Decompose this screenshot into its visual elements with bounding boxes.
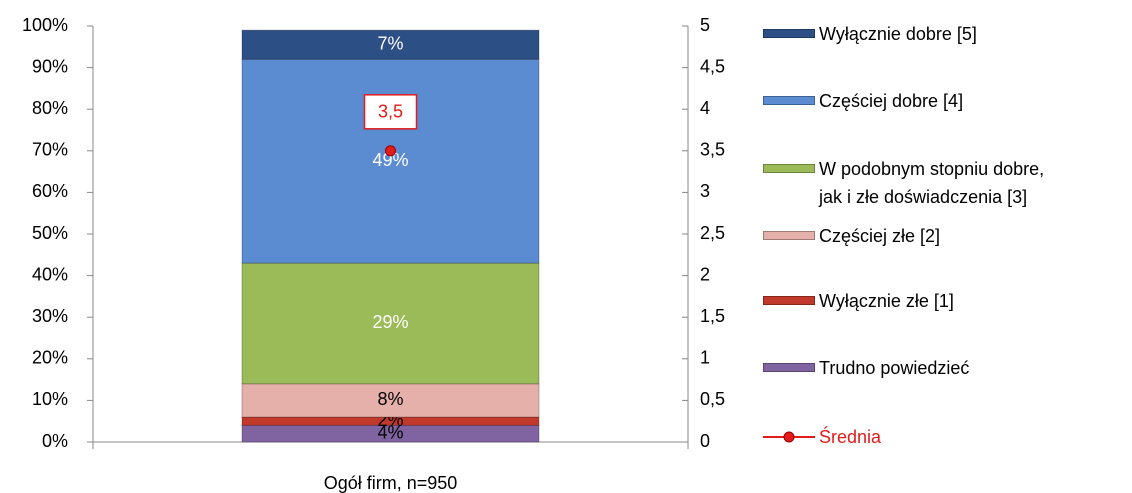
x-tick-label: Ogół firm, n=950 <box>324 473 458 493</box>
y-tick-label: 80% <box>32 98 68 118</box>
legend-swatch <box>763 431 815 443</box>
legend-item: Wyłącznie dobre [5] <box>763 20 977 48</box>
legend-label: W podobnym stopniu dobre, jak i złe dośw… <box>819 159 1045 207</box>
y-tick-label: 0% <box>42 431 68 451</box>
y-tick-label: 20% <box>32 348 68 368</box>
legend-item: Trudno powiedzieć <box>763 354 969 382</box>
y2-tick-label: 4 <box>700 98 710 118</box>
legend-item: W podobnym stopniu dobre, jak i złe dośw… <box>763 155 1044 211</box>
y2-tick-label: 4,5 <box>700 56 725 76</box>
y-tick-label: 50% <box>32 223 68 243</box>
legend-swatch <box>763 363 815 372</box>
legend-swatch <box>763 29 815 38</box>
legend-swatch <box>763 296 815 305</box>
legend-label: Wyłącznie złe [1] <box>819 291 954 311</box>
legend-marker <box>783 431 795 443</box>
y-tick-label: 30% <box>32 306 68 326</box>
y-tick-label: 70% <box>32 140 68 160</box>
legend-swatch <box>763 231 815 240</box>
y2-tick-label: 3 <box>700 181 710 201</box>
bar-segment <box>241 262 540 385</box>
legend-label: Średnia <box>819 427 882 447</box>
legend-item: Wyłącznie złe [1] <box>763 287 954 315</box>
legend-label: Częściej dobre [4] <box>819 91 964 111</box>
data-label: 29% <box>372 312 408 332</box>
y2-tick-label: 3,5 <box>700 140 725 160</box>
y-tick-label: 90% <box>32 56 68 76</box>
y-tick-label: 10% <box>32 389 68 409</box>
bar-segment <box>241 58 540 264</box>
y-tick-label: 100% <box>22 15 68 35</box>
data-label: 3,5 <box>378 102 403 122</box>
legend-label: Wyłącznie dobre [5] <box>819 24 977 44</box>
legend-item: Średnia <box>763 423 881 451</box>
legend-item: Częściej dobre [4] <box>763 87 963 115</box>
y-tick-label: 60% <box>32 181 68 201</box>
data-label: 49% <box>372 150 408 170</box>
data-label: 7% <box>377 33 403 53</box>
y2-tick-label: 5 <box>700 15 710 35</box>
legend-swatch <box>763 96 815 105</box>
y2-tick-label: 0,5 <box>700 389 725 409</box>
legend-swatch <box>763 164 815 173</box>
legend-label: Częściej złe [2] <box>819 226 941 246</box>
data-label: 8% <box>377 389 403 409</box>
data-label-box <box>363 94 418 130</box>
legend-item: Częściej złe [2] <box>763 222 940 250</box>
line-marker <box>385 145 396 157</box>
y2-tick-label: 2,5 <box>700 223 725 243</box>
y-tick-label: 40% <box>32 264 68 284</box>
data-label: 4% <box>377 422 403 442</box>
bar-segment <box>241 29 540 60</box>
y2-tick-label: 1 <box>700 348 710 368</box>
y2-tick-label: 0 <box>700 431 710 451</box>
y2-tick-label: 1,5 <box>700 306 725 326</box>
y2-tick-label: 2 <box>700 264 710 284</box>
legend-label: Trudno powiedzieć <box>819 358 970 378</box>
